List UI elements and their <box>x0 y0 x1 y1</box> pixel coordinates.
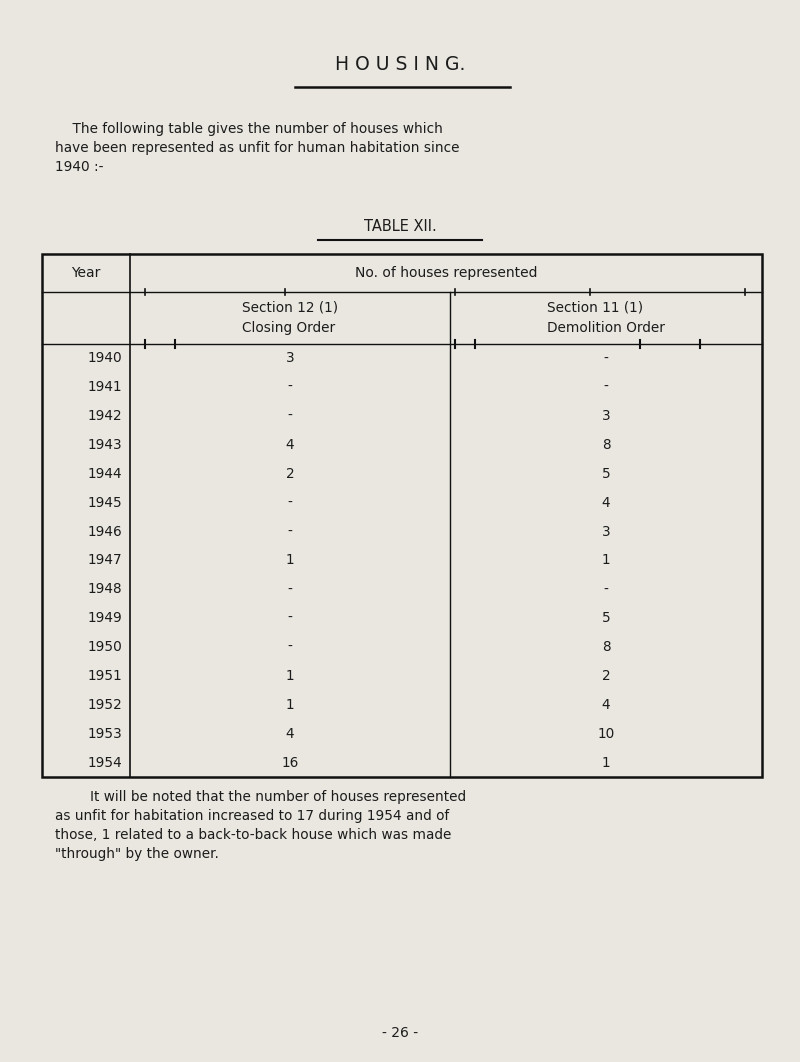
Text: 16: 16 <box>282 755 298 770</box>
Text: 2: 2 <box>286 467 294 481</box>
Text: 3: 3 <box>286 352 294 365</box>
Text: 4: 4 <box>286 726 294 740</box>
Text: -: - <box>287 582 293 597</box>
Text: 1941: 1941 <box>87 380 122 394</box>
Text: Section 12 (1)
Closing Order: Section 12 (1) Closing Order <box>242 301 338 335</box>
Text: 1946: 1946 <box>87 525 122 538</box>
Text: have been represented as unfit for human habitation since: have been represented as unfit for human… <box>55 141 459 155</box>
Text: 4: 4 <box>286 438 294 452</box>
Text: 1942: 1942 <box>87 409 122 423</box>
Text: -: - <box>287 409 293 423</box>
Text: as unfit for habitation increased to 17 during 1954 and of: as unfit for habitation increased to 17 … <box>55 809 450 823</box>
Text: 8: 8 <box>602 640 610 654</box>
Text: TABLE XII.: TABLE XII. <box>364 219 436 234</box>
Text: It will be noted that the number of houses represented: It will be noted that the number of hous… <box>55 790 466 804</box>
Text: 1: 1 <box>286 669 294 683</box>
Text: -: - <box>287 496 293 510</box>
Text: 1: 1 <box>286 698 294 712</box>
Bar <box>42 254 762 777</box>
Text: 1943: 1943 <box>87 438 122 452</box>
Text: 1940 :-: 1940 :- <box>55 160 103 174</box>
Text: -: - <box>603 352 609 365</box>
Text: 8: 8 <box>602 438 610 452</box>
Text: 4: 4 <box>602 496 610 510</box>
Text: "through" by the owner.: "through" by the owner. <box>55 847 219 861</box>
Text: 1953: 1953 <box>87 726 122 740</box>
Text: 1951: 1951 <box>87 669 122 683</box>
Text: - 26 -: - 26 - <box>382 1026 418 1040</box>
Text: 10: 10 <box>598 726 614 740</box>
Text: 1949: 1949 <box>87 612 122 626</box>
Text: -: - <box>603 380 609 394</box>
Text: -: - <box>287 525 293 538</box>
Text: 1948: 1948 <box>87 582 122 597</box>
Text: 1944: 1944 <box>87 467 122 481</box>
Text: -: - <box>287 640 293 654</box>
Text: -: - <box>603 582 609 597</box>
Text: -: - <box>287 612 293 626</box>
Text: 1947: 1947 <box>87 553 122 567</box>
Text: 1954: 1954 <box>87 755 122 770</box>
Text: -: - <box>287 380 293 394</box>
Text: Section 11 (1)
Demolition Order: Section 11 (1) Demolition Order <box>547 301 665 335</box>
Text: 1945: 1945 <box>87 496 122 510</box>
Text: 1952: 1952 <box>87 698 122 712</box>
Text: 4: 4 <box>602 698 610 712</box>
Text: 3: 3 <box>602 525 610 538</box>
Text: 1: 1 <box>286 553 294 567</box>
Text: 3: 3 <box>602 409 610 423</box>
Text: those, 1 related to a back-to-back house which was made: those, 1 related to a back-to-back house… <box>55 828 451 842</box>
Text: 2: 2 <box>602 669 610 683</box>
Text: 1: 1 <box>602 553 610 567</box>
Text: No. of houses represented: No. of houses represented <box>354 266 538 280</box>
Text: H O U S I N G.: H O U S I N G. <box>335 55 465 74</box>
Text: 5: 5 <box>602 467 610 481</box>
Text: Year: Year <box>71 266 101 280</box>
Text: The following table gives the number of houses which: The following table gives the number of … <box>55 122 443 136</box>
Text: 1940: 1940 <box>87 352 122 365</box>
Text: 1950: 1950 <box>87 640 122 654</box>
Text: 1: 1 <box>602 755 610 770</box>
Text: 5: 5 <box>602 612 610 626</box>
